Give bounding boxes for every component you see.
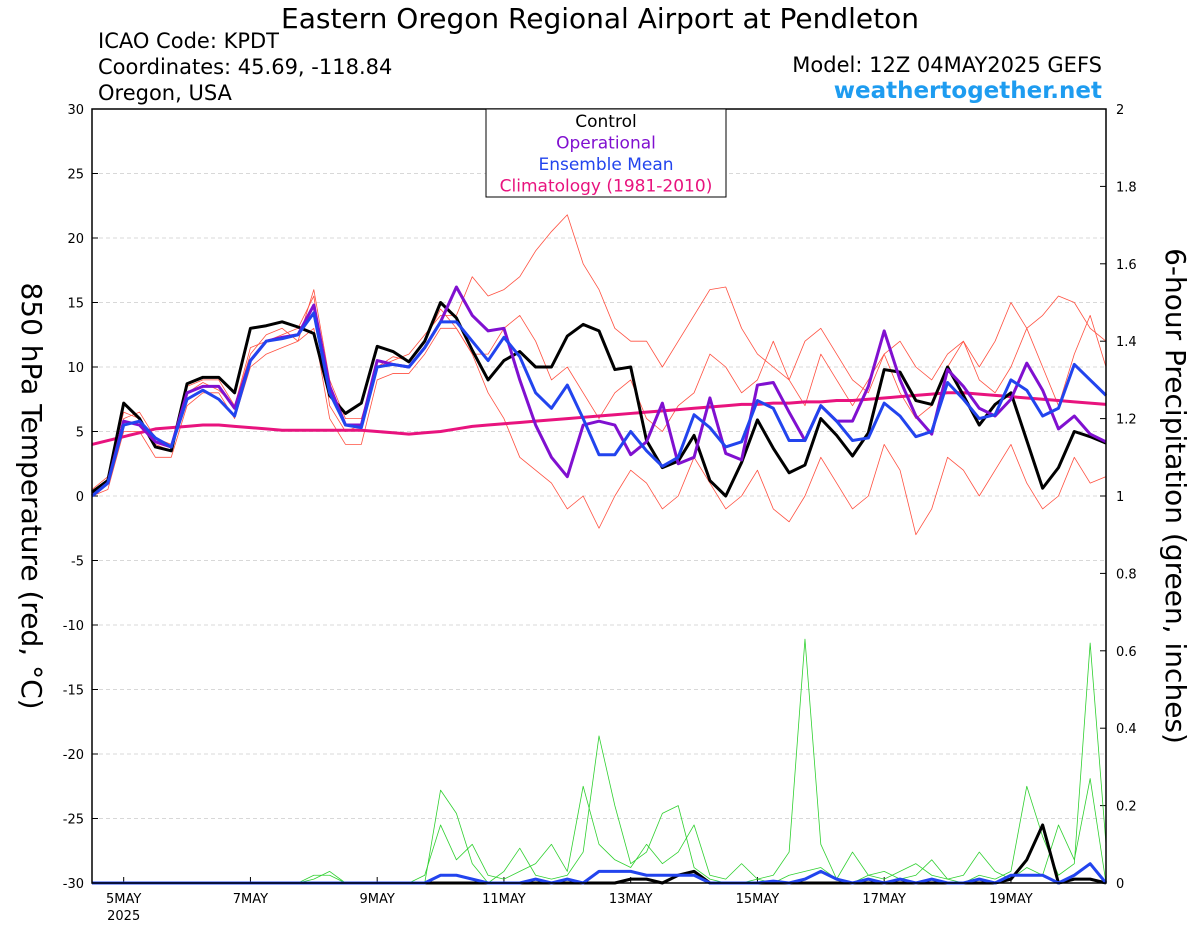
y2-tick-label: 0.4: [1116, 722, 1137, 737]
model: Model: 12Z 04MAY2025 GEFS: [792, 53, 1102, 77]
y-axis-label: 850 hPa Temperature (red, °C): [15, 282, 48, 709]
y-tick-label: 5: [76, 426, 84, 441]
legend-box: [485, 108, 727, 198]
source: weathertogether.net: [834, 78, 1102, 104]
y-tick-label: 30: [67, 103, 84, 118]
legend-entry: Operational: [556, 134, 656, 154]
y2-axis-label: 6-hour Precipitation (green, inches): [1159, 248, 1192, 744]
precip-line: [92, 862, 1108, 885]
y-tick-label: -15: [63, 684, 84, 699]
y2-tick-label: 0.8: [1116, 567, 1137, 582]
legend-entry: Climatology (1981-2010): [500, 177, 713, 197]
x-tick-label: 11MAY: [482, 892, 526, 907]
y2-tick-label: 0.6: [1116, 645, 1137, 660]
y-tick-label: 0: [76, 490, 84, 505]
legend-entry: Ensemble Mean: [538, 155, 673, 175]
y-tick-label: -25: [63, 813, 84, 828]
precip-line: [92, 823, 1107, 885]
y-tick-label: -10: [63, 619, 84, 634]
x-tick-label: 9MAY: [360, 892, 395, 907]
coordinates: Coordinates: 45.69, -118.84: [98, 55, 392, 79]
member-line: [92, 638, 1107, 884]
member-line: [91, 214, 1107, 490]
y-tick-label: 15: [67, 297, 84, 312]
x-tick-label: 5MAY: [106, 892, 141, 907]
y-tick-label: -20: [63, 748, 84, 763]
member-line: [92, 778, 1107, 884]
x-tick-label: 13MAY: [609, 892, 653, 907]
y-tick-label: -30: [63, 877, 84, 892]
x-tick-label: 19MAY: [989, 892, 1033, 907]
y-tick-label: 10: [67, 361, 84, 376]
x-year-label: 2025: [107, 909, 140, 924]
location: Oregon, USA: [98, 81, 233, 105]
y2-tick-label: 0.2: [1116, 800, 1137, 815]
y2-tick-label: 1.8: [1116, 180, 1137, 195]
x-tick-label: 17MAY: [862, 892, 906, 907]
legend-entry: Control: [575, 112, 636, 132]
y-tick-label: 25: [67, 168, 84, 183]
y2-tick-label: 0: [1116, 877, 1124, 892]
icao: ICAO Code: KPDT: [98, 29, 279, 53]
x-tick-label: 15MAY: [736, 892, 780, 907]
chart-title: Eastern Oregon Regional Airport at Pendl…: [281, 2, 919, 35]
y-tick-label: -5: [71, 555, 84, 570]
y2-tick-label: 1.6: [1116, 258, 1137, 273]
x-tick-label: 7MAY: [233, 892, 268, 907]
y2-tick-label: 1.2: [1116, 413, 1137, 428]
series-line: [91, 301, 1107, 498]
series-line: [91, 311, 1108, 498]
y-tick-label: 20: [67, 232, 84, 247]
y2-tick-label: 1.4: [1116, 335, 1137, 350]
member-line: [91, 327, 1107, 536]
y2-tick-label: 1: [1116, 490, 1124, 505]
member-line: [91, 295, 1107, 494]
y2-tick-label: 2: [1116, 103, 1124, 118]
